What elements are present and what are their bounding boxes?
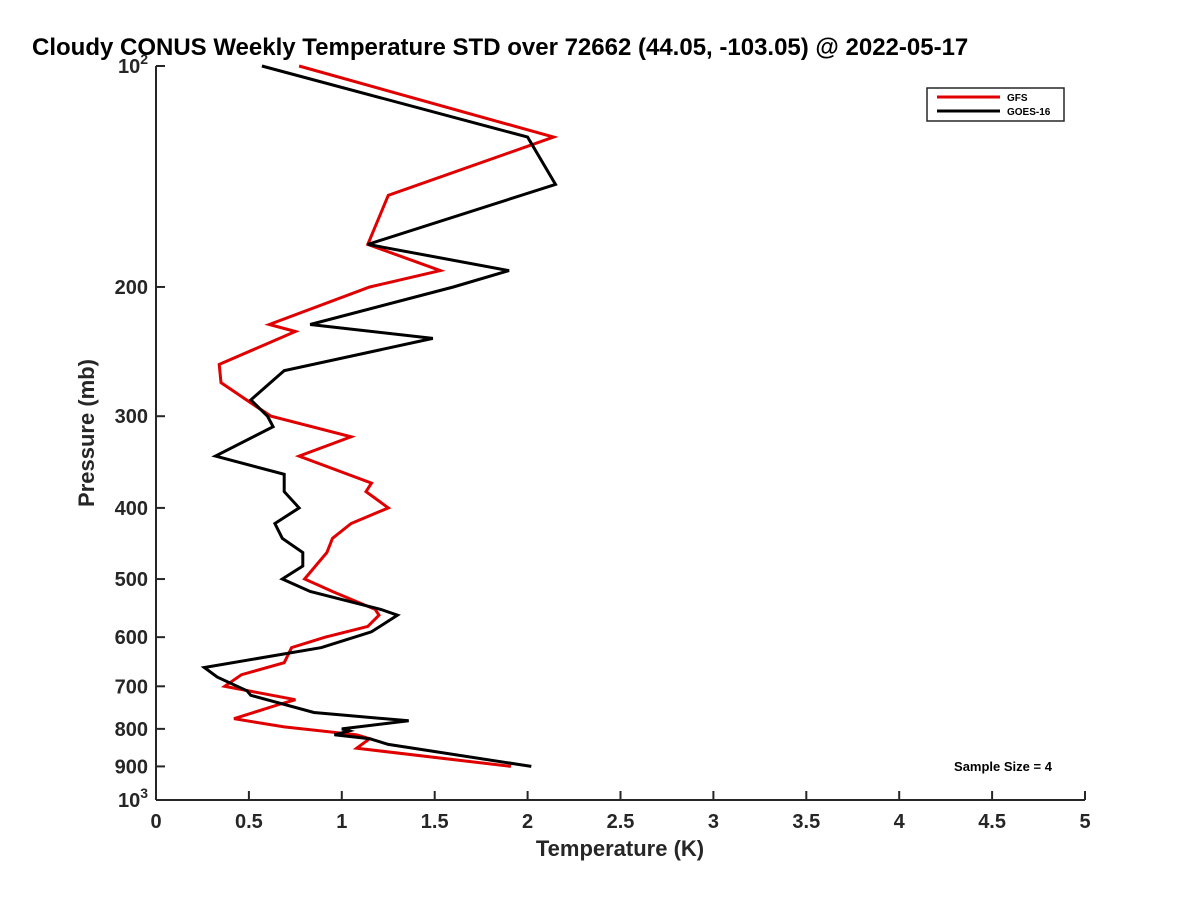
y-tick-label: 300 [115, 406, 148, 428]
x-tick-label: 3 [708, 811, 719, 833]
y-tick-label: 900 [115, 756, 148, 778]
legend: GFS GOES-16 [926, 87, 1065, 122]
x-axis-label: Temperature (K) [536, 836, 704, 861]
y-axis-ticks: 102 200 300 400 500 600 700 800 900 103 [115, 51, 165, 812]
y-tick-label: 800 [115, 719, 148, 741]
legend-label: GOES-16 [1007, 107, 1051, 118]
x-tick-label: 1 [336, 811, 347, 833]
y-tick-label: 103 [118, 785, 148, 812]
x-tick-label: 0 [150, 811, 161, 833]
x-tick-label: 2 [522, 811, 533, 833]
legend-label: GFS [1007, 93, 1028, 104]
y-tick-label: 600 [115, 627, 148, 649]
x-tick-label: 4 [894, 811, 906, 833]
series-line-gfs [217, 64, 559, 768]
x-tick-label: 2.5 [607, 811, 635, 833]
y-tick-label: 200 [115, 277, 148, 299]
sample-size-annotation: Sample Size = 4 [954, 759, 1053, 774]
series-line-goes-16 [200, 64, 558, 768]
x-tick-label: 1.5 [421, 811, 449, 833]
x-tick-label: 3.5 [792, 811, 820, 833]
x-tick-label: 5 [1079, 811, 1090, 833]
x-axis-ticks: 0 0.5 1 1.5 2 2.5 3 3.5 4 4.5 5 [150, 791, 1091, 833]
y-tick-label: 500 [115, 569, 148, 591]
x-tick-label: 4.5 [978, 811, 1006, 833]
y-tick-label: 700 [115, 676, 148, 698]
y-tick-label: 400 [115, 498, 148, 520]
y-axis-label: Pressure (mb) [74, 359, 99, 507]
legend-box [926, 87, 1065, 122]
y-tick-label: 102 [118, 51, 148, 78]
x-tick-label: 0.5 [235, 811, 263, 833]
plot-frame [155, 66, 1085, 801]
series-lines [200, 64, 559, 768]
chart-title: Cloudy CONUS Weekly Temperature STD over… [32, 34, 968, 61]
